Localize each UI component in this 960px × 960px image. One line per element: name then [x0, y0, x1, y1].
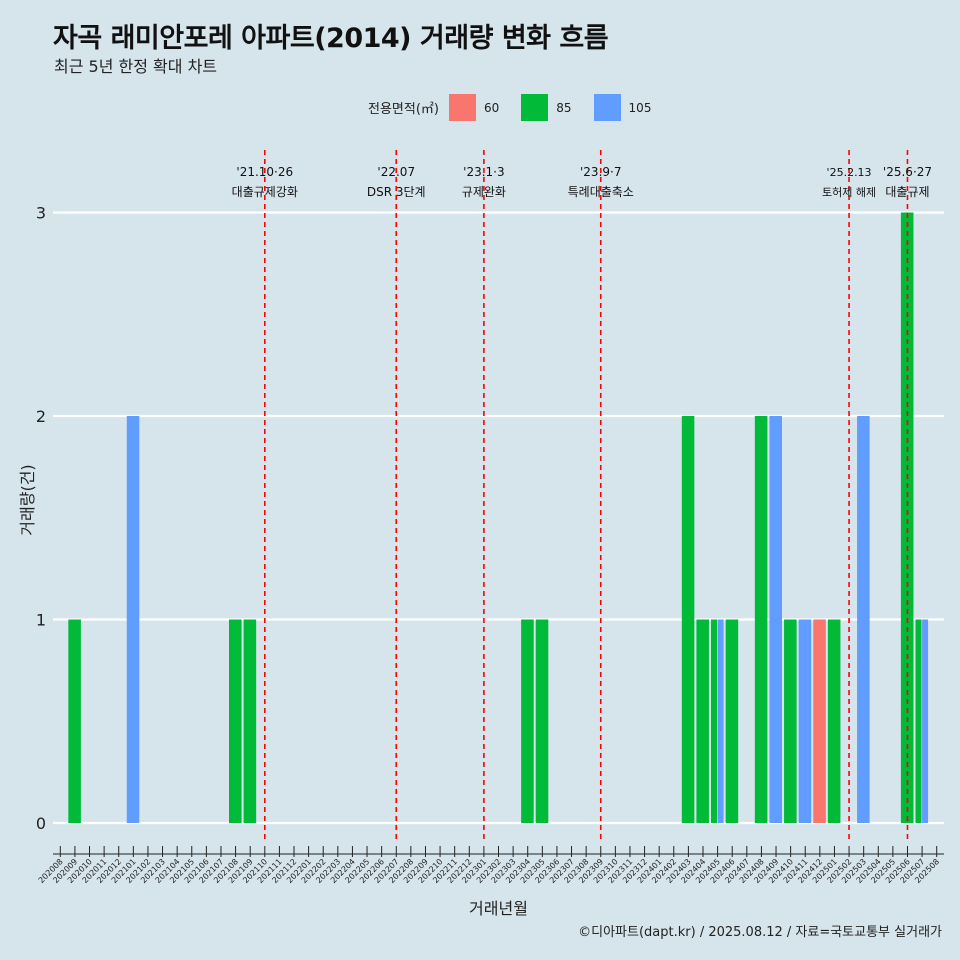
legend-key-85 — [521, 94, 549, 121]
y-tick-label: 3 — [36, 204, 46, 223]
bar-202406-85 — [725, 619, 739, 823]
bar-202403-85 — [681, 416, 695, 823]
annotation-date-5: '25.6·27 — [883, 165, 932, 179]
bar-202408-85 — [754, 416, 768, 823]
annotation-label-2: 규제완화 — [462, 185, 506, 199]
bar-202503-105 — [857, 416, 870, 823]
bar-202101-105 — [126, 416, 140, 823]
bar-202410-85 — [784, 619, 797, 823]
x-axis-title: 거래년월 — [469, 899, 528, 918]
bar-202507-105 — [922, 619, 929, 823]
annotation-date-4: '25.2.13 — [827, 166, 872, 179]
bar-202405-105 — [717, 619, 724, 823]
bar-202501-85 — [827, 619, 841, 823]
chart-title: 자곡 래미안포레 아파트(2014) 거래량 변화 흐름 — [53, 23, 609, 54]
legend-key-60 — [448, 94, 476, 121]
annotation-label-4: 토허제 해제 — [822, 185, 876, 199]
legend-label-60: 60 — [483, 100, 500, 115]
bar-202404-85 — [696, 619, 709, 823]
chart-subtitle: 최근 5년 한정 확대 차트 — [54, 57, 218, 76]
bar-202405-85 — [711, 619, 717, 823]
bar-202109-85 — [243, 619, 257, 823]
annotation-label-3: 특례대출축소 — [568, 185, 634, 199]
bar-202108-85 — [229, 619, 242, 823]
y-tick-label: 0 — [36, 814, 46, 833]
bar-202409-105 — [769, 416, 782, 823]
legend-title: 전용면적(㎡) — [368, 102, 439, 117]
bar-202305-85 — [535, 619, 549, 823]
annotation-label-0: 대출규제강화 — [232, 185, 298, 199]
y-axis-title: 거래량(건) — [18, 464, 37, 535]
bar-202009-85 — [68, 619, 81, 823]
annotation-date-2: '23.1·3 — [463, 165, 504, 179]
annotation-date-3: '23.9·7 — [580, 165, 621, 179]
annotation-label-1: DSR 3단계 — [367, 185, 426, 199]
legend-label-105: 105 — [628, 100, 652, 115]
y-tick-label: 1 — [36, 611, 46, 630]
y-tick-label: 2 — [36, 407, 46, 426]
bar-202507-85 — [915, 619, 922, 823]
bar-202412-60 — [813, 619, 826, 823]
legend-key-105 — [593, 94, 621, 121]
chart-caption: ©디아파트(dapt.kr) / 2025.08.12 / 자료=국토교통부 실… — [578, 925, 942, 940]
annotation-label-5: 대출규제 — [885, 185, 929, 199]
bar-202506-85 — [900, 212, 914, 823]
bar-202304-85 — [521, 619, 534, 823]
legend: 전용면적(㎡) 60 85 105 — [368, 94, 673, 121]
legend-label-85: 85 — [556, 100, 572, 115]
bar-202411-105 — [798, 619, 812, 823]
annotation-date-1: '22.07 — [377, 165, 415, 179]
annotation-date-0: '21.10·26 — [236, 165, 293, 179]
